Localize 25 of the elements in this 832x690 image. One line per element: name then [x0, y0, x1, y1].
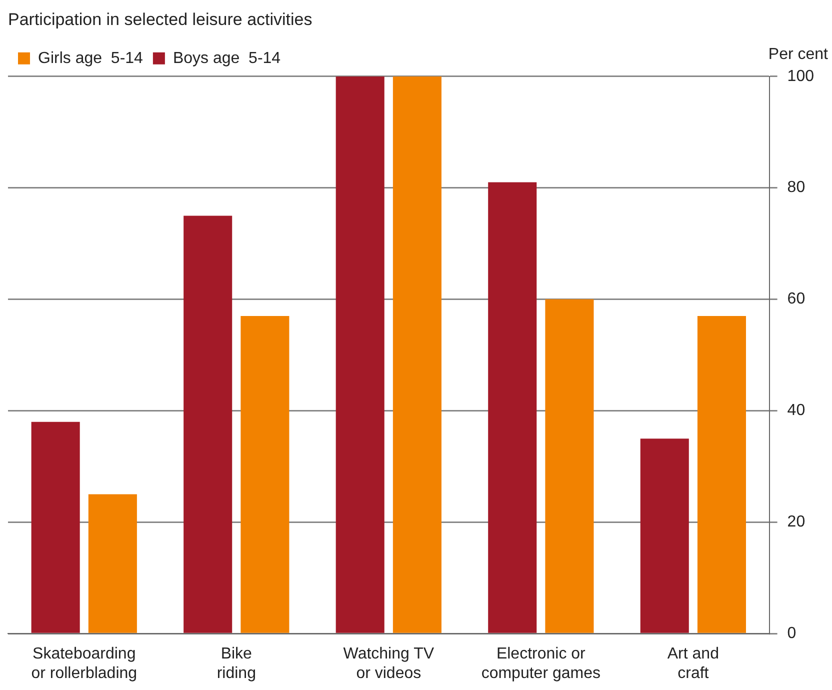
bar: [392, 76, 442, 633]
x-tick-label: Electronic or computer games: [481, 646, 600, 682]
bar: [336, 76, 384, 633]
bar: [545, 299, 594, 633]
y-axis-title: Per cent: [768, 46, 829, 63]
bar: [640, 438, 689, 633]
y-tick-label: 60: [787, 290, 806, 308]
x-tick-label: Art and craft: [667, 646, 719, 682]
y-tick-label: 0: [787, 625, 796, 642]
legend-label: Boys age 5-14: [172, 50, 281, 67]
bar: [488, 182, 537, 633]
y-tick-label: 40: [787, 402, 806, 420]
y-tick-label: 100: [787, 68, 814, 85]
chart-title: Participation in selected leisure activities: [8, 10, 312, 29]
x-tick-label: Skateboarding or rollerblading: [31, 646, 138, 682]
x-tick-label: Bike riding: [216, 646, 256, 682]
bar: [184, 216, 232, 633]
bar: [88, 494, 137, 633]
y-tick-label: 20: [787, 514, 806, 531]
bar: [697, 316, 746, 633]
x-tick-label: Watching TV or videos: [343, 646, 434, 682]
bar: [31, 422, 80, 633]
bar: [240, 316, 290, 633]
legend-label: Girls age 5-14: [38, 50, 144, 67]
y-tick-label: 80: [787, 179, 806, 196]
